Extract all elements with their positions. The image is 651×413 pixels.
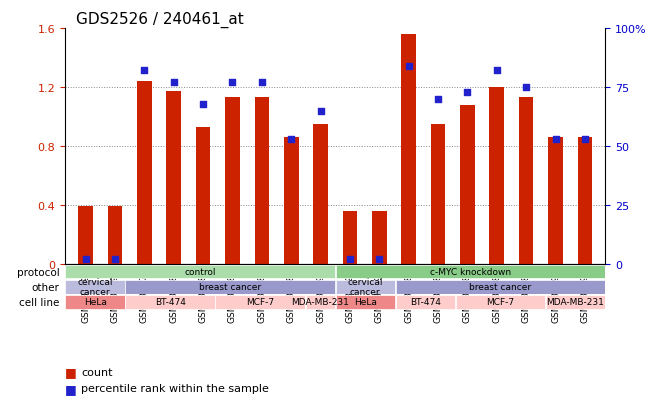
Text: HeLa: HeLa [354,298,377,307]
Text: HeLa: HeLa [84,298,107,307]
Bar [372,211,387,264]
Text: protocol: protocol [17,267,60,277]
FancyBboxPatch shape [335,280,395,294]
Bar [225,98,240,264]
Point [139,68,150,75]
Bar [431,125,445,264]
FancyBboxPatch shape [65,295,125,309]
Text: cervical
cancer: cervical cancer [77,278,113,297]
Text: ■: ■ [65,382,77,395]
Bar [342,211,357,264]
Bar [577,138,592,264]
FancyBboxPatch shape [456,295,545,309]
Bar [284,138,299,264]
FancyBboxPatch shape [126,295,215,309]
Bar [313,125,328,264]
Bar [107,207,122,264]
FancyBboxPatch shape [335,265,605,279]
Text: percentile rank within the sample: percentile rank within the sample [81,383,270,393]
Bar [196,128,210,264]
Text: c-MYC knockdown: c-MYC knockdown [430,268,511,276]
Point [462,89,473,96]
Point [550,136,561,143]
Bar [401,35,416,264]
Bar [167,92,181,264]
Bar [137,82,152,264]
Bar [460,105,475,264]
FancyBboxPatch shape [65,280,125,294]
Point [81,256,91,263]
Text: BT-474: BT-474 [410,298,441,307]
Text: cervical
cancer: cervical cancer [348,278,383,297]
Point [286,136,296,143]
Text: MCF-7: MCF-7 [246,298,274,307]
Point [374,256,385,263]
Point [315,108,326,115]
Bar [255,98,270,264]
Text: ■: ■ [65,365,77,378]
Point [345,256,355,263]
Text: breast cancer: breast cancer [199,282,261,292]
Point [492,68,502,75]
FancyBboxPatch shape [546,295,605,309]
FancyBboxPatch shape [335,295,395,309]
FancyBboxPatch shape [215,295,305,309]
FancyBboxPatch shape [396,280,605,294]
Point [256,80,267,86]
Text: MDA-MB-231: MDA-MB-231 [546,298,604,307]
Point [169,80,179,86]
Bar [78,207,93,264]
Text: other: other [32,282,60,292]
Text: GDS2526 / 240461_at: GDS2526 / 240461_at [76,12,243,28]
Bar [548,138,563,264]
Point [227,80,238,86]
FancyBboxPatch shape [305,295,335,309]
Point [198,101,208,107]
Point [433,96,443,103]
FancyBboxPatch shape [65,265,335,279]
Bar [490,88,504,264]
FancyBboxPatch shape [126,280,335,294]
Point [110,256,120,263]
FancyBboxPatch shape [396,295,455,309]
Text: MDA-MB-231: MDA-MB-231 [291,298,349,307]
Text: cell line: cell line [20,297,60,307]
Text: count: count [81,367,113,377]
Point [579,136,590,143]
Text: MCF-7: MCF-7 [486,298,514,307]
Bar [519,98,533,264]
Point [404,63,414,70]
Point [521,85,531,91]
Text: BT-474: BT-474 [155,298,186,307]
Text: control: control [184,268,216,276]
Text: breast cancer: breast cancer [469,282,531,292]
